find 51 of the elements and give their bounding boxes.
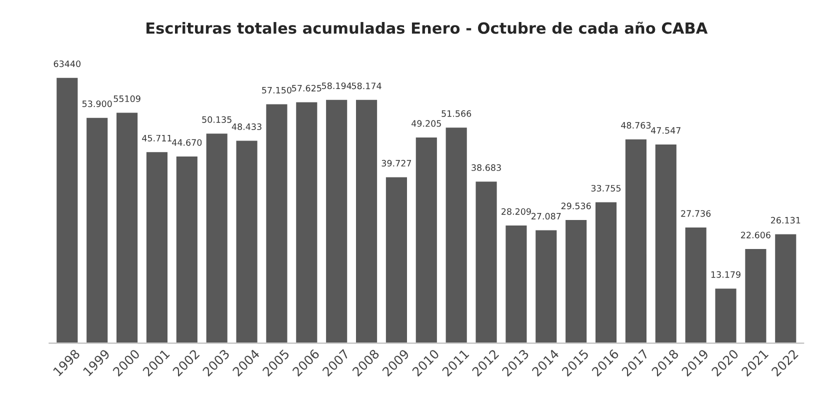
bar [474, 180, 498, 344]
data-label: 38.683 [472, 164, 501, 171]
data-label: 13.179 [711, 271, 740, 278]
data-label: 26.131 [770, 216, 800, 224]
bar [324, 98, 349, 344]
data-label: 44.670 [172, 139, 202, 146]
data-label: 57.625 [292, 84, 322, 92]
bar [444, 126, 468, 344]
bar [384, 176, 408, 344]
bar [624, 138, 648, 344]
bar [564, 218, 588, 344]
bar [174, 155, 199, 344]
bar [714, 287, 738, 344]
data-label: 39.727 [382, 160, 412, 167]
bar [654, 143, 678, 344]
bar [774, 232, 798, 344]
bar [204, 132, 229, 344]
data-label: 29.536 [561, 202, 591, 210]
data-label: 49.205 [412, 120, 441, 127]
chart-title: Escrituras totales acumuladas Enero - Octubre de cada año CABA [146, 22, 708, 34]
bar [354, 98, 378, 344]
bar [115, 111, 139, 344]
data-label: 22.606 [741, 232, 770, 238]
bar [414, 136, 438, 344]
data-label: 47.547 [651, 127, 680, 134]
data-label: 58.194 [322, 82, 352, 90]
data-label: 27.736 [681, 210, 711, 217]
bar [145, 150, 169, 344]
data-label: 50.135 [202, 116, 232, 123]
data-label: 51.566 [442, 110, 472, 117]
bar [264, 102, 289, 344]
bar [85, 116, 110, 344]
bar [534, 228, 558, 344]
bar [684, 226, 708, 344]
data-label: 53.900 [82, 100, 112, 108]
bar [55, 76, 80, 344]
bar [234, 139, 259, 344]
data-label: 63440 [54, 60, 80, 68]
bar [744, 248, 768, 344]
bar [504, 224, 528, 344]
bar [594, 200, 618, 344]
data-label: 58.174 [352, 82, 382, 90]
data-label: 55109 [114, 95, 140, 102]
bar [294, 100, 319, 344]
data-label: 33.755 [591, 184, 621, 192]
data-label: 57.150 [262, 86, 292, 94]
data-label: 45.711 [142, 134, 172, 142]
data-label: 27.087 [531, 212, 561, 220]
data-label: 28.209 [502, 208, 531, 215]
data-label: 48.763 [621, 122, 651, 129]
data-label: 48.433 [232, 123, 262, 130]
